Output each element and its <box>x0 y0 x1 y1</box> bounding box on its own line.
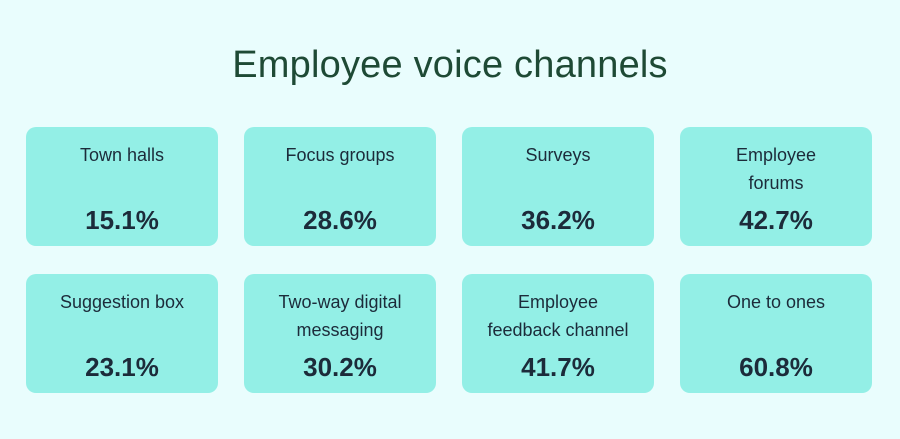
card-employee-forums: Employee forums 42.7% <box>680 127 872 246</box>
card-value: 36.2% <box>521 205 595 235</box>
card-label: Employee feedback channel <box>487 292 629 340</box>
card-label: Suggestion box <box>59 292 185 312</box>
card-employee-feedback-channel: Employee feedback channel 41.7% <box>462 274 654 393</box>
card-focus-groups: Focus groups 28.6% <box>244 127 436 246</box>
card-label: One to ones <box>726 292 826 312</box>
card-surveys: Surveys 36.2% <box>462 127 654 246</box>
card-one-to-ones: One to ones 60.8% <box>680 274 872 393</box>
card-value: 41.7% <box>521 352 595 382</box>
card-value: 42.7% <box>739 205 813 235</box>
card-value: 15.1% <box>85 205 159 235</box>
card-value: 23.1% <box>85 352 159 382</box>
card-label: Surveys <box>525 145 591 165</box>
card-town-halls: Town halls 15.1% <box>26 127 218 246</box>
card-label: Two-way digital messaging <box>278 292 402 340</box>
channel-grid: Town halls 15.1% Focus groups 28.6% Surv… <box>26 127 874 393</box>
card-label: Town halls <box>79 145 165 165</box>
card-value: 28.6% <box>303 205 377 235</box>
card-label: Focus groups <box>285 145 395 165</box>
card-value: 60.8% <box>739 352 813 382</box>
card-suggestion-box: Suggestion box 23.1% <box>26 274 218 393</box>
card-two-way-digital-messaging: Two-way digital messaging 30.2% <box>244 274 436 393</box>
card-value: 30.2% <box>303 352 377 382</box>
page-title: Employee voice channels <box>232 44 668 86</box>
card-label: Employee forums <box>735 145 817 193</box>
